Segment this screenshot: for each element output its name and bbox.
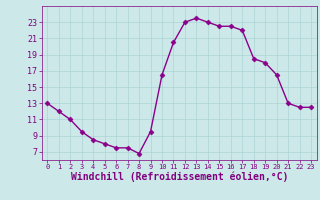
X-axis label: Windchill (Refroidissement éolien,°C): Windchill (Refroidissement éolien,°C)	[70, 172, 288, 182]
